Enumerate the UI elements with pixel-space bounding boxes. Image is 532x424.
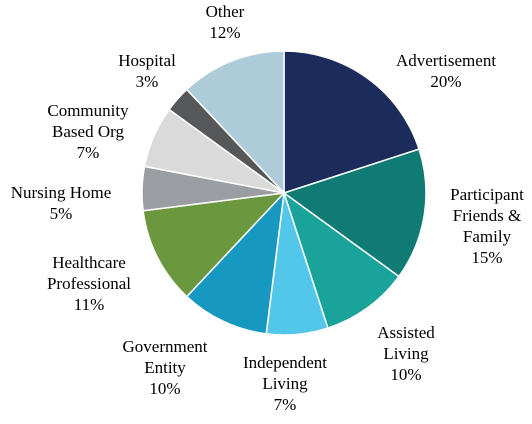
pie-label-hospital: Hospital 3% [118,51,176,91]
pie-slice-participant-friends-family [282,148,427,278]
pie-label-healthcare-professional: Healthcare Professional 11% [47,253,131,314]
pie-label-independent-living: Independent Living 7% [243,353,327,414]
pie-label-nursing-home: Nursing Home 5% [11,183,112,223]
pie-label-community-based-org: Community Based Org 7% [47,101,129,162]
pie-label-government-entity: Government Entity 10% [123,337,208,398]
pie-label-other: Other 12% [206,2,245,42]
pie-slice-government-entity [185,190,286,335]
pie-label-participant-friends-family: Participant Friends & Family 15% [450,185,524,267]
pie-label-assisted-living: Assisted Living 10% [377,323,435,384]
pie-slices [141,50,427,336]
pie-slice-assisted-living [282,191,400,329]
pie-label-advertisement: Advertisement 20% [396,51,496,91]
pie-labels: Advertisement 20% Participant Friends & Fami… [11,2,524,414]
pie-slice-healthcare-professional [142,191,286,298]
pie-slice-advertisement [283,50,420,195]
pie-slice-other [185,50,285,195]
